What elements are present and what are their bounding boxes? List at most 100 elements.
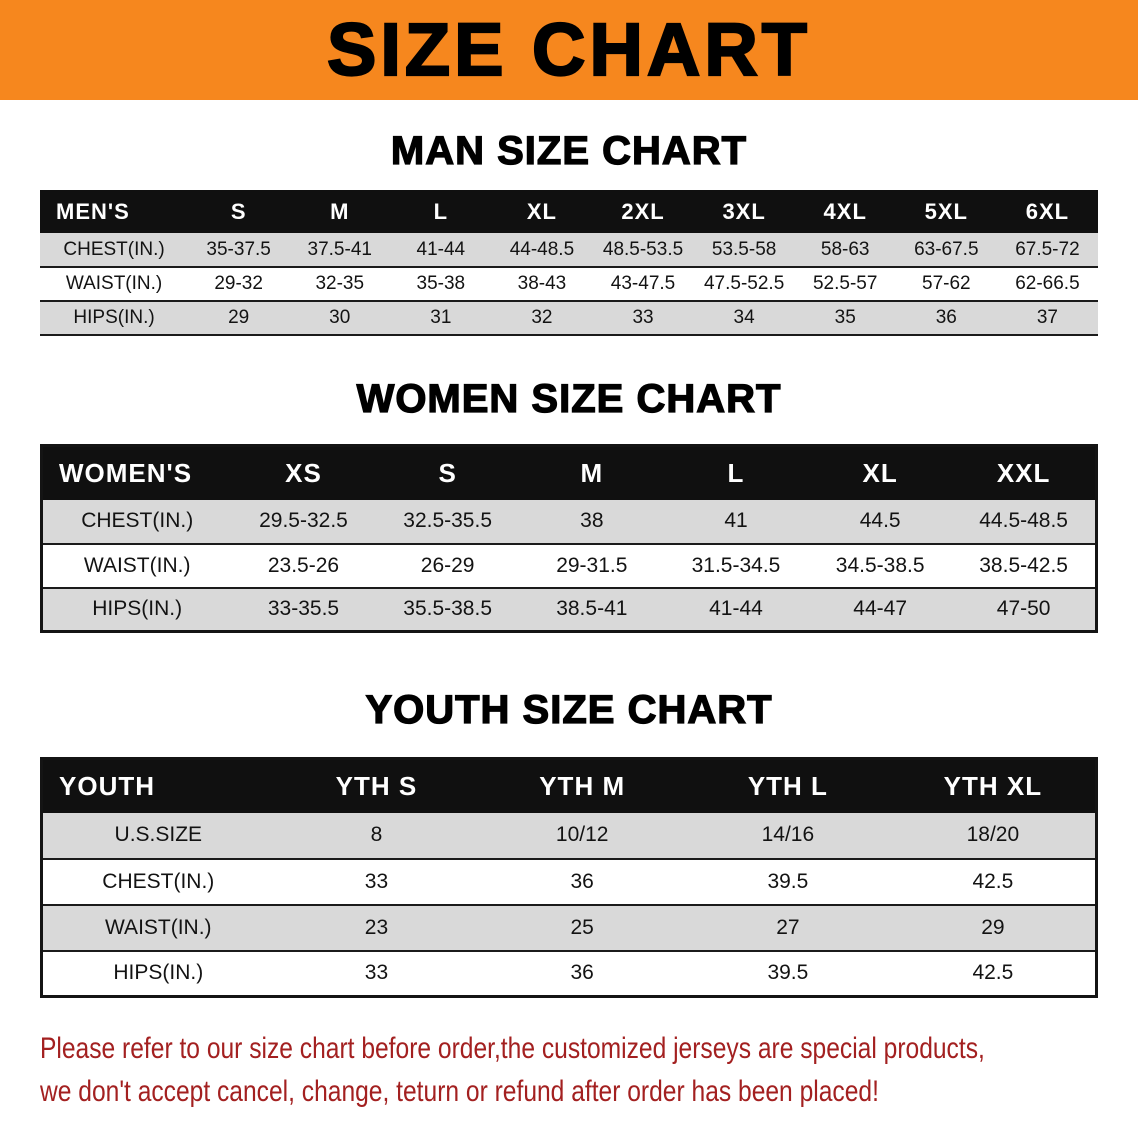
size-column-header: XXL bbox=[952, 445, 1097, 500]
size-chart-banner: SIZE CHART bbox=[0, 0, 1138, 100]
size-column-header: YTH L bbox=[685, 758, 891, 813]
measurement-value-cell: 35-37.5 bbox=[206, 238, 271, 260]
measurement-value-cell: 47-50 bbox=[996, 597, 1051, 621]
measurement-value-cell: 57-62 bbox=[922, 273, 971, 294]
row-label-cell: WAIST(IN.) bbox=[65, 273, 163, 294]
row-label-cell: WAIST(IN.) bbox=[105, 915, 212, 939]
measurement-value-cell: 42.5 bbox=[972, 869, 1014, 893]
table-title-cell: YOUTH bbox=[41, 758, 274, 813]
measurement-value-cell: 29-31.5 bbox=[556, 553, 628, 577]
table-title-cell: MEN'S bbox=[40, 190, 189, 233]
measurement-value-cell: 41-44 bbox=[709, 597, 763, 621]
measurement-value-cell: 34 bbox=[733, 307, 755, 328]
measurement-value-cell: 44.5 bbox=[859, 509, 901, 532]
measurement-value-cell: 31 bbox=[430, 307, 452, 328]
measurement-row: WAIST(IN.) 23.5-26 26-29 29-31.5 31.5-34.5 34… bbox=[41, 543, 1097, 588]
measurement-value-cell: 47.5-52.5 bbox=[703, 273, 785, 294]
measurement-row: HIPS(IN.) 33-35.5 35.5-38.5 38.5-41 41-44 44-… bbox=[41, 587, 1097, 632]
table-header-row: WOMEN'S XS S M L XL XXL bbox=[41, 445, 1097, 500]
size-column-header: XS bbox=[231, 445, 376, 500]
size-column-header: M bbox=[289, 190, 391, 233]
measurement-value-cell: 67.5-72 bbox=[1015, 238, 1080, 260]
measurement-value-cell: 42.5 bbox=[972, 961, 1014, 985]
size-column-header: 5XL bbox=[895, 190, 997, 233]
measurement-value-cell: 44.5-48.5 bbox=[979, 509, 1068, 532]
table-header-row: MEN'S S M L XL 2XL 3XL 4XL 5XL 6XL bbox=[40, 190, 1098, 233]
measurement-value-cell: 38-43 bbox=[517, 273, 567, 294]
size-column-header: XL bbox=[808, 445, 953, 500]
measurement-value-cell: 33 bbox=[364, 961, 389, 985]
measurement-value-cell: 37 bbox=[1036, 307, 1058, 328]
measurement-value-cell: 29 bbox=[981, 915, 1005, 939]
size-column-header: L bbox=[390, 190, 492, 233]
measurement-row: HIPS(IN.) 33 36 39.5 42.5 bbox=[41, 950, 1097, 997]
measurement-value-cell: 32.5-35.5 bbox=[403, 509, 493, 532]
measurement-value-cell: 44-47 bbox=[853, 597, 908, 621]
measurement-value-cell: 32-35 bbox=[315, 273, 365, 294]
measurement-value-cell: 14/16 bbox=[761, 823, 815, 846]
measurement-value-cell: 36 bbox=[935, 307, 957, 328]
note-line-2: we don't accept cancel, change, teturn o… bbox=[40, 1074, 879, 1108]
size-column-header: XL bbox=[491, 190, 593, 233]
measurement-value-cell: 41-44 bbox=[416, 238, 466, 260]
measurement-value-cell: 34.5-38.5 bbox=[835, 553, 925, 577]
table-header-row: YOUTH YTH S YTH M YTH L YTH XL bbox=[41, 758, 1097, 813]
row-label-cell: U.S.SIZE bbox=[114, 823, 203, 846]
measurement-value-cell: 23 bbox=[364, 915, 389, 939]
measurement-value-cell: 39.5 bbox=[767, 961, 809, 985]
size-column-header: 4XL bbox=[794, 190, 896, 233]
note-line-1: Please refer to our size chart before or… bbox=[40, 1032, 985, 1065]
man-size-chart-heading: MAN SIZE CHART bbox=[390, 128, 748, 173]
women-size-table: WOMEN'S XS S M L XL XXL CHEST(IN.) 29.5-32.5 32.5… bbox=[40, 444, 1098, 633]
measurement-value-cell: 35 bbox=[834, 307, 856, 328]
row-label-cell: CHEST(IN.) bbox=[102, 869, 215, 893]
measurement-value-cell: 58-63 bbox=[820, 238, 870, 260]
order-policy-note: Please refer to our size chart before or… bbox=[40, 1028, 1098, 1113]
measurement-row: CHEST(IN.) 29.5-32.5 32.5-35.5 38 41 44.5 44.5… bbox=[41, 499, 1097, 544]
measurement-value-cell: 33-35.5 bbox=[267, 597, 340, 621]
measurement-value-cell: 48.5-53.5 bbox=[602, 238, 684, 260]
measurement-value-cell: 35-38 bbox=[416, 273, 466, 294]
measurement-value-cell: 18/20 bbox=[966, 823, 1020, 846]
row-label-cell: WAIST(IN.) bbox=[83, 553, 191, 577]
measurement-value-cell: 31.5-34.5 bbox=[691, 553, 781, 577]
measurement-value-cell: 36 bbox=[570, 869, 594, 893]
women-size-chart-heading: WOMEN SIZE CHART bbox=[356, 376, 782, 421]
measurement-value-cell: 37.5-41 bbox=[307, 238, 372, 260]
measurement-value-cell: 26-29 bbox=[420, 553, 475, 577]
size-column-header: S bbox=[375, 445, 520, 500]
measurement-row: WAIST(IN.) 23 25 27 29 bbox=[41, 904, 1097, 951]
size-column-header: L bbox=[663, 445, 809, 500]
size-column-header: M bbox=[519, 445, 664, 500]
measurement-value-cell: 23.5-26 bbox=[267, 553, 340, 577]
measurement-row: U.S.SIZE 8 10/12 14/16 18/20 bbox=[41, 812, 1097, 859]
row-label-cell: HIPS(IN.) bbox=[73, 307, 155, 328]
size-column-header: 6XL bbox=[996, 190, 1098, 233]
row-label-cell: HIPS(IN.) bbox=[113, 961, 204, 985]
measurement-value-cell: 35.5-38.5 bbox=[403, 597, 493, 621]
measurement-value-cell: 10/12 bbox=[555, 823, 609, 846]
youth-size-chart-section: YOUTH SIZE CHART YOUTH YTH S YTH M YTH L YTH… bbox=[0, 687, 1138, 998]
size-column-header: YTH M bbox=[479, 758, 686, 813]
measurement-value-cell: 30 bbox=[329, 307, 351, 328]
measurement-value-cell: 44-48.5 bbox=[509, 238, 575, 260]
table-title-cell: WOMEN'S bbox=[41, 445, 232, 500]
measurement-row: CHEST(IN.) 33 36 39.5 42.5 bbox=[41, 858, 1097, 905]
measurement-value-cell: 29.5-32.5 bbox=[259, 509, 348, 532]
measurement-value-cell: 38.5-41 bbox=[556, 597, 628, 621]
measurement-value-cell: 25 bbox=[570, 915, 594, 939]
row-label-cell: CHEST(IN.) bbox=[81, 509, 194, 532]
measurement-row: WAIST(IN.) 29-32 32-35 35-38 38-43 43-47.5 47.… bbox=[40, 267, 1098, 301]
man-size-chart-section: MAN SIZE CHART MEN'S S M L XL 2XL 3XL 4XL 5XL 6XL… bbox=[0, 128, 1138, 336]
measurement-value-cell: 53.5-58 bbox=[711, 238, 777, 260]
size-column-header: S bbox=[188, 190, 290, 233]
measurement-value-cell: 29-32 bbox=[214, 273, 263, 294]
measurement-value-cell: 43-47.5 bbox=[610, 273, 676, 294]
measurement-value-cell: 62-66.5 bbox=[1015, 273, 1080, 294]
measurement-value-cell: 32 bbox=[531, 307, 553, 328]
measurement-row: HIPS(IN.) 29 30 31 32 33 34 35 36 37 bbox=[40, 301, 1098, 335]
size-column-header: YTH XL bbox=[890, 758, 1097, 813]
measurement-row: CHEST(IN.) 35-37.5 37.5-41 41-44 44-48.5 48.5… bbox=[40, 233, 1098, 267]
measurement-value-cell: 29 bbox=[228, 307, 250, 328]
